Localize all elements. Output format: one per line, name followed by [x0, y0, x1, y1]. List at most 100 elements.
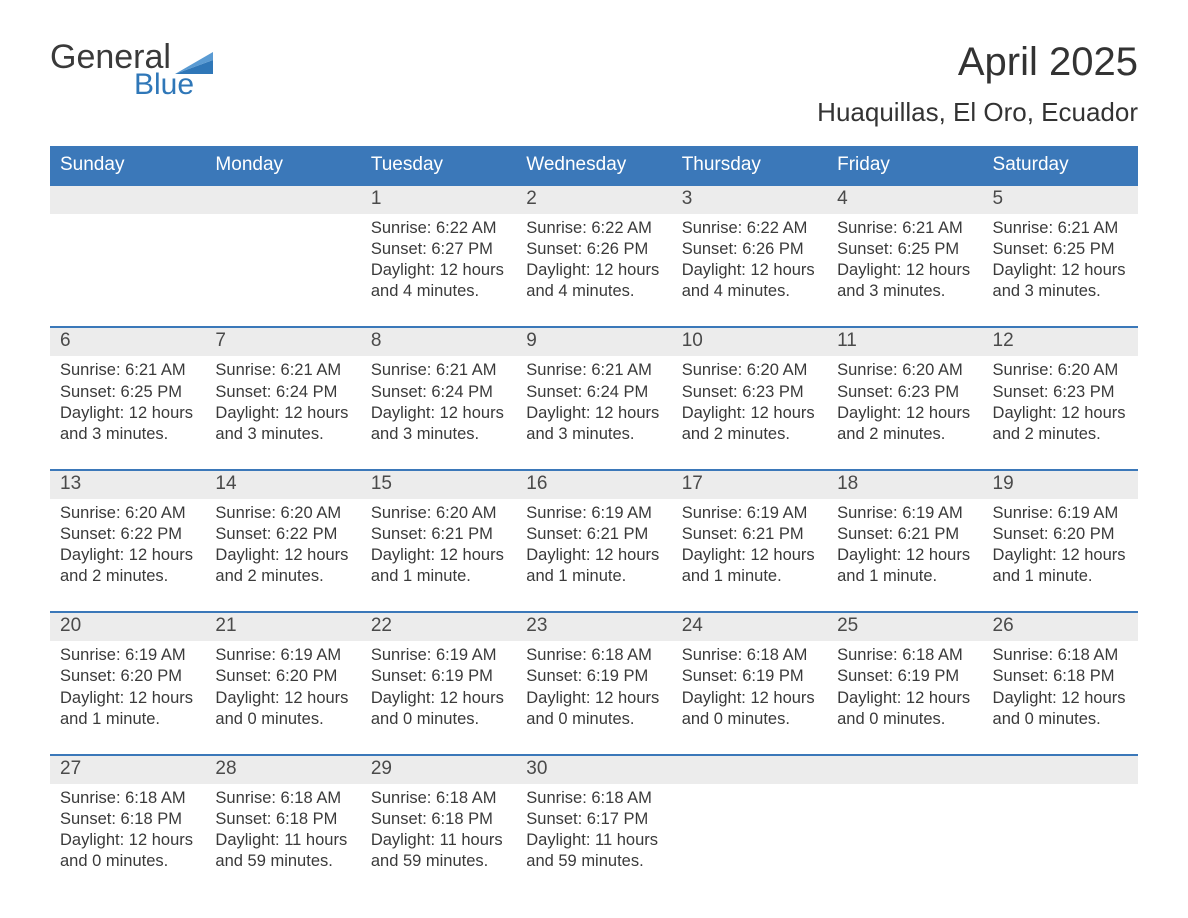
- day-number-cell: 17: [672, 470, 827, 499]
- day-detail-cell: Sunrise: 6:18 AMSunset: 6:19 PMDaylight:…: [672, 641, 827, 735]
- sunrise-text: Sunrise: 6:21 AM: [837, 218, 972, 239]
- daylight-text-line2: and 3 minutes.: [215, 424, 350, 445]
- week-detail-row: Sunrise: 6:21 AMSunset: 6:25 PMDaylight:…: [50, 356, 1138, 450]
- week-detail-row: Sunrise: 6:19 AMSunset: 6:20 PM Daylight:…: [50, 641, 1138, 735]
- day-header: Tuesday: [361, 146, 516, 185]
- day-detail-cell: [983, 784, 1138, 878]
- daylight-text-line2: and 3 minutes.: [837, 281, 972, 302]
- daylight-text-line1: Daylight: 12 hours: [526, 545, 661, 566]
- daylight-text-line1: Daylight: 12 hours: [682, 545, 817, 566]
- sunrise-text: Sunrise: 6:22 AM: [682, 218, 817, 239]
- daylight-text-line1: Daylight: 12 hours: [371, 403, 506, 424]
- day-header: Saturday: [983, 146, 1138, 185]
- title-block: April 2025 Huaquillas, El Oro, Ecuador: [817, 40, 1138, 128]
- daylight-text-line1: Daylight: 12 hours: [682, 403, 817, 424]
- daylight-text-line1: Daylight: 12 hours: [993, 688, 1128, 709]
- day-number-cell: 2: [516, 185, 671, 214]
- sunrise-text: Sunrise: 6:18 AM: [682, 645, 817, 666]
- day-detail-cell: Sunrise: 6:19 AMSunset: 6:21 PMDaylight:…: [516, 499, 671, 593]
- day-number-cell: [983, 755, 1138, 784]
- sunset-text: Sunset: 6:27 PM: [371, 239, 506, 260]
- day-detail-cell: [205, 214, 360, 308]
- day-number-cell: 9: [516, 327, 671, 356]
- day-number-cell: 18: [827, 470, 982, 499]
- logo: General Blue: [50, 40, 213, 100]
- daylight-text-line2: and 1 minute.: [993, 566, 1128, 587]
- week-spacer: [50, 451, 1138, 470]
- day-number-cell: 12: [983, 327, 1138, 356]
- sunset-text: Sunset: 6:22 PM: [60, 524, 195, 545]
- sunrise-text: Sunrise: 6:20 AM: [682, 360, 817, 381]
- daylight-text-line1: Daylight: 11 hours: [526, 830, 661, 851]
- day-detail-cell: Sunrise: 6:19 AMSunset: 6:19 PMDaylight:…: [361, 641, 516, 735]
- day-number-cell: 11: [827, 327, 982, 356]
- daylight-text-line2: and 0 minutes.: [526, 709, 661, 730]
- day-detail-cell: Sunrise: 6:21 AMSunset: 6:25 PMDaylight:…: [983, 214, 1138, 308]
- sunrise-text: Sunrise: 6:19 AM: [682, 503, 817, 524]
- week-daynum-row: 12345: [50, 185, 1138, 214]
- sunset-text: Sunset: 6:18 PM: [993, 666, 1128, 687]
- sunrise-text: Sunrise: 6:21 AM: [215, 360, 350, 381]
- sunrise-text: Sunrise: 6:20 AM: [60, 503, 195, 524]
- daylight-text-line2: and 1 minute.: [837, 566, 972, 587]
- sunset-text: Sunset: 6:20 PM: [60, 666, 195, 687]
- day-detail-cell: Sunrise: 6:21 AMSunset: 6:25 PMDaylight:…: [827, 214, 982, 308]
- day-detail-cell: Sunrise: 6:18 AMSunset: 6:18 PMDaylight:…: [361, 784, 516, 878]
- sunset-text: Sunset: 6:25 PM: [837, 239, 972, 260]
- day-number-cell: 26: [983, 612, 1138, 641]
- week-daynum-row: 27282930: [50, 755, 1138, 784]
- daylight-text-line1: Daylight: 12 hours: [60, 403, 195, 424]
- day-number-cell: 25: [827, 612, 982, 641]
- day-detail-cell: Sunrise: 6:19 AMSunset: 6:21 PMDaylight:…: [672, 499, 827, 593]
- daylight-text-line1: Daylight: 12 hours: [526, 403, 661, 424]
- sunrise-text: Sunrise: 6:19 AM: [60, 645, 195, 666]
- daylight-text-line1: Daylight: 12 hours: [993, 403, 1128, 424]
- day-number-cell: 20: [50, 612, 205, 641]
- sunset-text: Sunset: 6:19 PM: [837, 666, 972, 687]
- sunrise-text: Sunrise: 6:18 AM: [371, 788, 506, 809]
- sunset-text: Sunset: 6:18 PM: [371, 809, 506, 830]
- day-number-cell: [672, 755, 827, 784]
- daylight-text-line2: and 2 minutes.: [837, 424, 972, 445]
- daylight-text-line1: Daylight: 11 hours: [215, 830, 350, 851]
- day-detail-cell: Sunrise: 6:18 AMSunset: 6:18 PMDaylight:…: [983, 641, 1138, 735]
- day-detail-cell: Sunrise: 6:21 AMSunset: 6:24 PMDaylight:…: [361, 356, 516, 450]
- week-spacer: [50, 593, 1138, 612]
- day-detail-cell: Sunrise: 6:20 AMSunset: 6:23 PMDaylight:…: [672, 356, 827, 450]
- week-daynum-row: 6789101112: [50, 327, 1138, 356]
- daylight-text-line1: Daylight: 12 hours: [993, 260, 1128, 281]
- week-detail-row: Sunrise: 6:18 AMSunset: 6:18 PMDaylight:…: [50, 784, 1138, 878]
- day-number-cell: 24: [672, 612, 827, 641]
- sunset-text: Sunset: 6:21 PM: [837, 524, 972, 545]
- day-number-cell: 22: [361, 612, 516, 641]
- day-number-cell: 30: [516, 755, 671, 784]
- day-number-cell: [827, 755, 982, 784]
- sunrise-text: Sunrise: 6:18 AM: [526, 645, 661, 666]
- day-header: Thursday: [672, 146, 827, 185]
- daylight-text-line1: Daylight: 12 hours: [682, 260, 817, 281]
- daylight-text-line1: Daylight: 12 hours: [371, 688, 506, 709]
- daylight-text-line2: and 0 minutes.: [371, 709, 506, 730]
- sunrise-text: Sunrise: 6:20 AM: [993, 360, 1128, 381]
- day-detail-cell: Sunrise: 6:19 AMSunset: 6:21 PMDaylight:…: [827, 499, 982, 593]
- day-header: Monday: [205, 146, 360, 185]
- day-detail-cell: Sunrise: 6:21 AMSunset: 6:24 PMDaylight:…: [516, 356, 671, 450]
- daylight-text-line2: and 4 minutes.: [682, 281, 817, 302]
- day-detail-cell: [827, 784, 982, 878]
- day-detail-cell: Sunrise: 6:18 AMSunset: 6:17 PMDaylight:…: [516, 784, 671, 878]
- day-detail-cell: [50, 214, 205, 308]
- day-detail-cell: Sunrise: 6:20 AMSunset: 6:22 PMDaylight:…: [205, 499, 360, 593]
- day-number-cell: 19: [983, 470, 1138, 499]
- week-daynum-row: 13141516171819: [50, 470, 1138, 499]
- sunrise-text: Sunrise: 6:18 AM: [526, 788, 661, 809]
- daylight-text-line1: Daylight: 12 hours: [60, 545, 195, 566]
- month-title: April 2025: [817, 40, 1138, 85]
- day-detail-cell: Sunrise: 6:22 AMSunset: 6:27 PMDaylight:…: [361, 214, 516, 308]
- sunset-text: Sunset: 6:19 PM: [526, 666, 661, 687]
- daylight-text-line1: Daylight: 12 hours: [371, 260, 506, 281]
- sunset-text: Sunset: 6:26 PM: [526, 239, 661, 260]
- sunset-text: Sunset: 6:21 PM: [682, 524, 817, 545]
- day-number-cell: 23: [516, 612, 671, 641]
- calendar-page: General Blue April 2025 Huaquillas, El O…: [0, 0, 1188, 918]
- week-spacer: [50, 736, 1138, 755]
